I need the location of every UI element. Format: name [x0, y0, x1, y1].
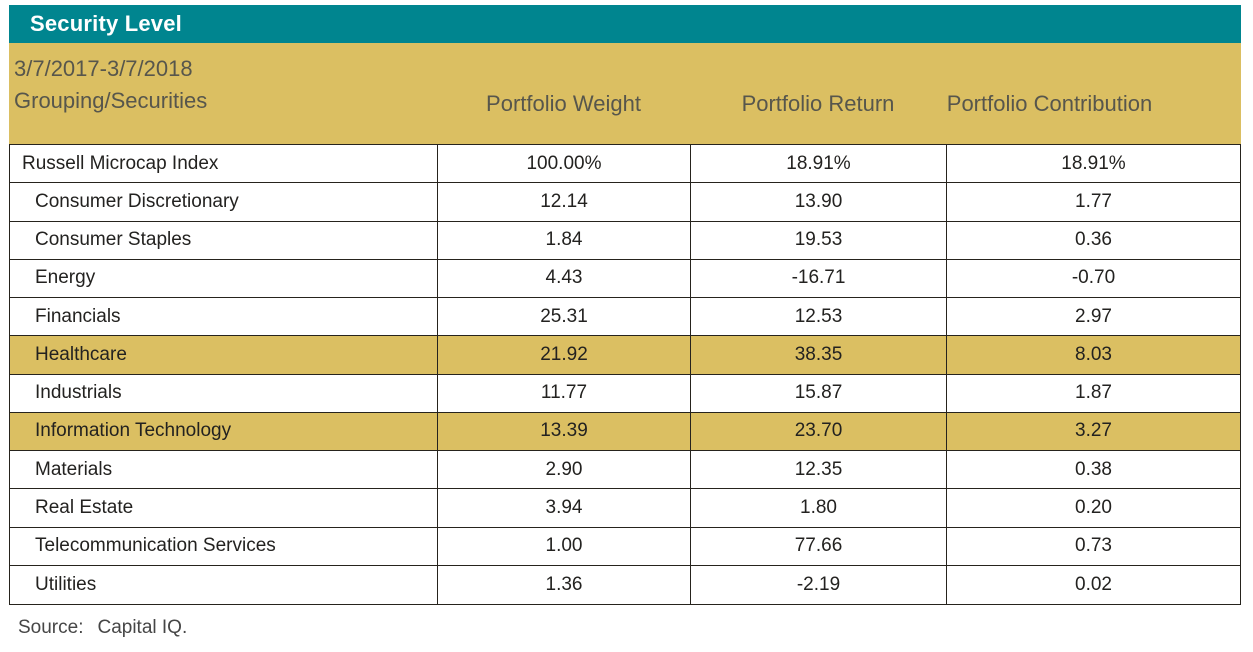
cell-name: Materials — [35, 458, 113, 480]
table-row: Industrials 11.77 15.87 1.87 — [10, 374, 1240, 413]
table-title-bar: Security Level — [9, 5, 1241, 43]
cell-weight: 12.14 — [437, 183, 690, 221]
column-header-portfolio-contribution: Portfolio Contribution — [946, 91, 1153, 116]
source-value: Capital IQ. — [97, 617, 188, 638]
cell-name: Consumer Discretionary — [35, 190, 239, 212]
cell-contribution: 18.91% — [946, 145, 1240, 183]
cell-contribution: 8.03 — [946, 336, 1240, 374]
table-row: Telecommunication Services 1.00 77.66 0.… — [10, 527, 1240, 566]
table-header: 3/7/2017-3/7/2018 Grouping/Securities Po… — [9, 43, 1241, 144]
header-left-block: 3/7/2017-3/7/2018 Grouping/Securities — [14, 53, 207, 117]
date-range-label: 3/7/2017-3/7/2018 — [14, 56, 193, 81]
cell-name: Healthcare — [35, 343, 127, 365]
table-row: Materials 2.90 12.35 0.38 — [10, 451, 1240, 490]
cell-name: Real Estate — [35, 496, 134, 518]
table-row: Utilities 1.36 -2.19 0.02 — [10, 565, 1240, 604]
cell-contribution: 0.36 — [946, 221, 1240, 259]
cell-name: Telecommunication Services — [35, 535, 276, 557]
cell-weight: 25.31 — [437, 298, 690, 336]
cell-weight: 11.77 — [437, 374, 690, 412]
table-body: Russell Microcap Index 100.00% 18.91% 18… — [9, 144, 1241, 605]
table-row: Consumer Discretionary 12.14 13.90 1.77 — [10, 183, 1240, 222]
table-row: Information Technology 13.39 23.70 3.27 — [10, 412, 1240, 451]
cell-name: Industrials — [35, 382, 122, 404]
cell-return: 12.53 — [690, 298, 946, 336]
cell-return: 13.90 — [690, 183, 946, 221]
cell-weight: 13.39 — [437, 412, 690, 450]
cell-weight: 2.90 — [437, 451, 690, 489]
cell-return: -16.71 — [690, 259, 946, 297]
cell-return: -2.19 — [690, 565, 946, 604]
cell-contribution: 0.38 — [946, 451, 1240, 489]
cell-return: 77.66 — [690, 527, 946, 565]
cell-return: 19.53 — [690, 221, 946, 259]
table-row: Financials 25.31 12.53 2.97 — [10, 298, 1240, 337]
cell-name: Russell Microcap Index — [22, 152, 219, 174]
cell-contribution: -0.70 — [946, 259, 1240, 297]
cell-contribution: 0.20 — [946, 489, 1240, 527]
cell-weight: 1.36 — [437, 565, 690, 604]
table-row: Real Estate 3.94 1.80 0.20 — [10, 489, 1240, 528]
cell-return: 15.87 — [690, 374, 946, 412]
cell-weight: 1.84 — [437, 221, 690, 259]
grouping-securities-label: Grouping/Securities — [14, 88, 208, 113]
cell-return: 12.35 — [690, 451, 946, 489]
column-header-portfolio-return: Portfolio Return — [741, 91, 895, 116]
cell-return: 1.80 — [690, 489, 946, 527]
cell-return: 38.35 — [690, 336, 946, 374]
cell-return: 18.91% — [690, 145, 946, 183]
cell-name: Information Technology — [35, 420, 232, 442]
table-row: Healthcare 21.92 38.35 8.03 — [10, 336, 1240, 375]
cell-return: 23.70 — [690, 412, 946, 450]
cell-weight: 21.92 — [437, 336, 690, 374]
cell-contribution: 3.27 — [946, 412, 1240, 450]
cell-contribution: 1.77 — [946, 183, 1240, 221]
cell-name: Financials — [35, 305, 121, 327]
table-row: Energy 4.43 -16.71 -0.70 — [10, 259, 1240, 298]
cell-name: Consumer Staples — [35, 229, 192, 251]
table-row: Consumer Staples 1.84 19.53 0.36 — [10, 221, 1240, 260]
cell-contribution: 0.73 — [946, 527, 1240, 565]
cell-contribution: 0.02 — [946, 565, 1240, 604]
security-level-table: Security Level 3/7/2017-3/7/2018 Groupin… — [9, 5, 1241, 605]
column-headers: Portfolio Weight Portfolio Return Portfo… — [9, 43, 1241, 144]
cell-weight: 4.43 — [437, 259, 690, 297]
cell-name: Energy — [35, 267, 96, 289]
column-header-spacer — [9, 43, 437, 144]
source-label: Source: — [18, 617, 84, 638]
cell-contribution: 1.87 — [946, 374, 1240, 412]
cell-weight: 100.00% — [437, 145, 690, 183]
table-row: Russell Microcap Index 100.00% 18.91% 18… — [10, 145, 1240, 184]
column-header-portfolio-weight: Portfolio Weight — [486, 91, 641, 116]
cell-weight: 1.00 — [437, 527, 690, 565]
cell-weight: 3.94 — [437, 489, 690, 527]
source-attribution: Source: Capital IQ. — [18, 617, 187, 639]
cell-contribution: 2.97 — [946, 298, 1240, 336]
table-title: Security Level — [30, 11, 182, 36]
cell-name: Utilities — [35, 573, 97, 595]
